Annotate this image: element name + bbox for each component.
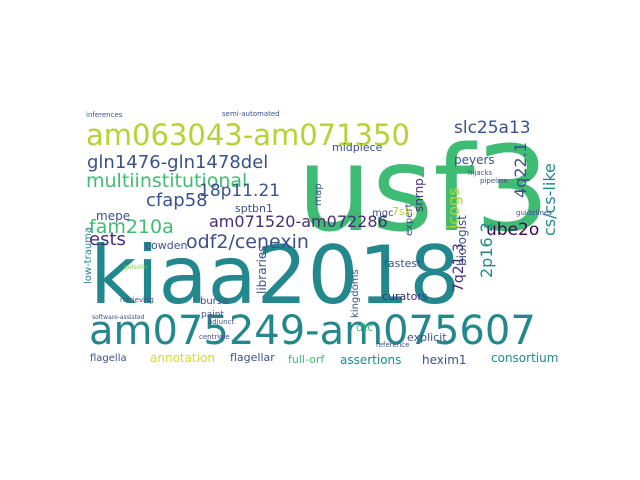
word-paint: paint [201, 310, 224, 320]
word-adjunct: adjunct [208, 318, 235, 326]
word-cfap58: cfap58 [146, 190, 208, 211]
word-4q22-1: 4q22.1 [511, 142, 530, 198]
word-usf3: usf3 [297, 120, 550, 258]
word-software-assisted: software-assisted [92, 314, 145, 321]
word-full-orf: full-orf [288, 353, 325, 366]
word-pipeline: pipeline [480, 177, 508, 185]
word-fastest: fastest [384, 257, 422, 270]
word-ube2o: ube2o [486, 220, 540, 240]
word-dtc: dtc [356, 321, 374, 334]
word-am071520-am072286: am071520-am072286 [209, 212, 388, 231]
word-slc25a13: slc25a13 [454, 118, 531, 138]
word-explicit: explicit [407, 331, 447, 344]
word-cloud: usf3 kiaa2018 am075249-am075607 am063043… [84, 108, 558, 372]
word-midpiece: midpiece [332, 141, 383, 154]
word-rnap: rnap [313, 183, 324, 206]
word-consortium: consortium [491, 351, 558, 365]
word-cs-cs-like: cs/cs-like [540, 163, 558, 236]
word-semi-automated: semi-automated [222, 110, 280, 118]
word-centriole: centriole [199, 333, 230, 341]
word-18p11-21: 18p11.21 [199, 181, 281, 201]
word-curators: curators [382, 290, 428, 303]
word-fam210a: fam210a [89, 216, 174, 238]
word-multiinstitutional: multiinstitutional [86, 170, 248, 192]
word-libraries: libraries [255, 245, 269, 294]
word-bursa: bursa [200, 296, 229, 307]
word-mgc: mgc [372, 208, 394, 219]
word-odf2-cenexin: odf2/cenexin [186, 231, 309, 253]
word-mepe: mepe [96, 209, 131, 223]
word-assertions: assertions [340, 353, 402, 367]
word-guidelines: guidelines [516, 209, 552, 217]
word-sptbn1: sptbn1 [235, 202, 273, 215]
word-inferences: inferences [86, 111, 123, 119]
word-retrieving: retrieving [120, 296, 154, 304]
word-7sk: 7sk [392, 205, 412, 218]
word-kingdoms: kingdoms [350, 269, 361, 318]
word-gln1476-gln1478del: gln1476-gln1478del [87, 152, 269, 173]
word-biologist: biologist [455, 215, 469, 266]
word-flagellar: flagellar [230, 351, 275, 364]
word-hijacks: hijacks [468, 169, 493, 177]
word-am063043-am071350: am063043-am071350 [86, 118, 410, 152]
word-hexim1: hexim1 [422, 353, 467, 367]
word-cowden: cowden [145, 239, 188, 252]
word-gelsolin: gelsolin [124, 264, 148, 271]
word-low-trauma: low-trauma [84, 226, 94, 284]
word-ests: ests [89, 229, 126, 250]
word-am075249-am075607: am075249-am075607 [89, 308, 536, 354]
word-flagella: flagella [90, 353, 127, 364]
word-peyers: peyers [454, 153, 495, 167]
word-kiaa2018: kiaa2018 [90, 229, 461, 322]
word-annotation: annotation [150, 351, 215, 365]
word-reference: reference [376, 341, 410, 349]
word-2p16-2: 2p16.2 [477, 222, 496, 278]
